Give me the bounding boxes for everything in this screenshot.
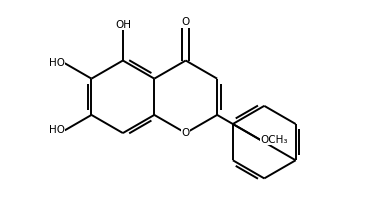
Text: OH: OH: [115, 20, 131, 30]
Text: O: O: [181, 128, 190, 138]
Text: OCH₃: OCH₃: [261, 135, 288, 145]
Text: HO: HO: [49, 58, 65, 68]
Text: HO: HO: [49, 125, 65, 135]
Text: O: O: [181, 17, 190, 27]
